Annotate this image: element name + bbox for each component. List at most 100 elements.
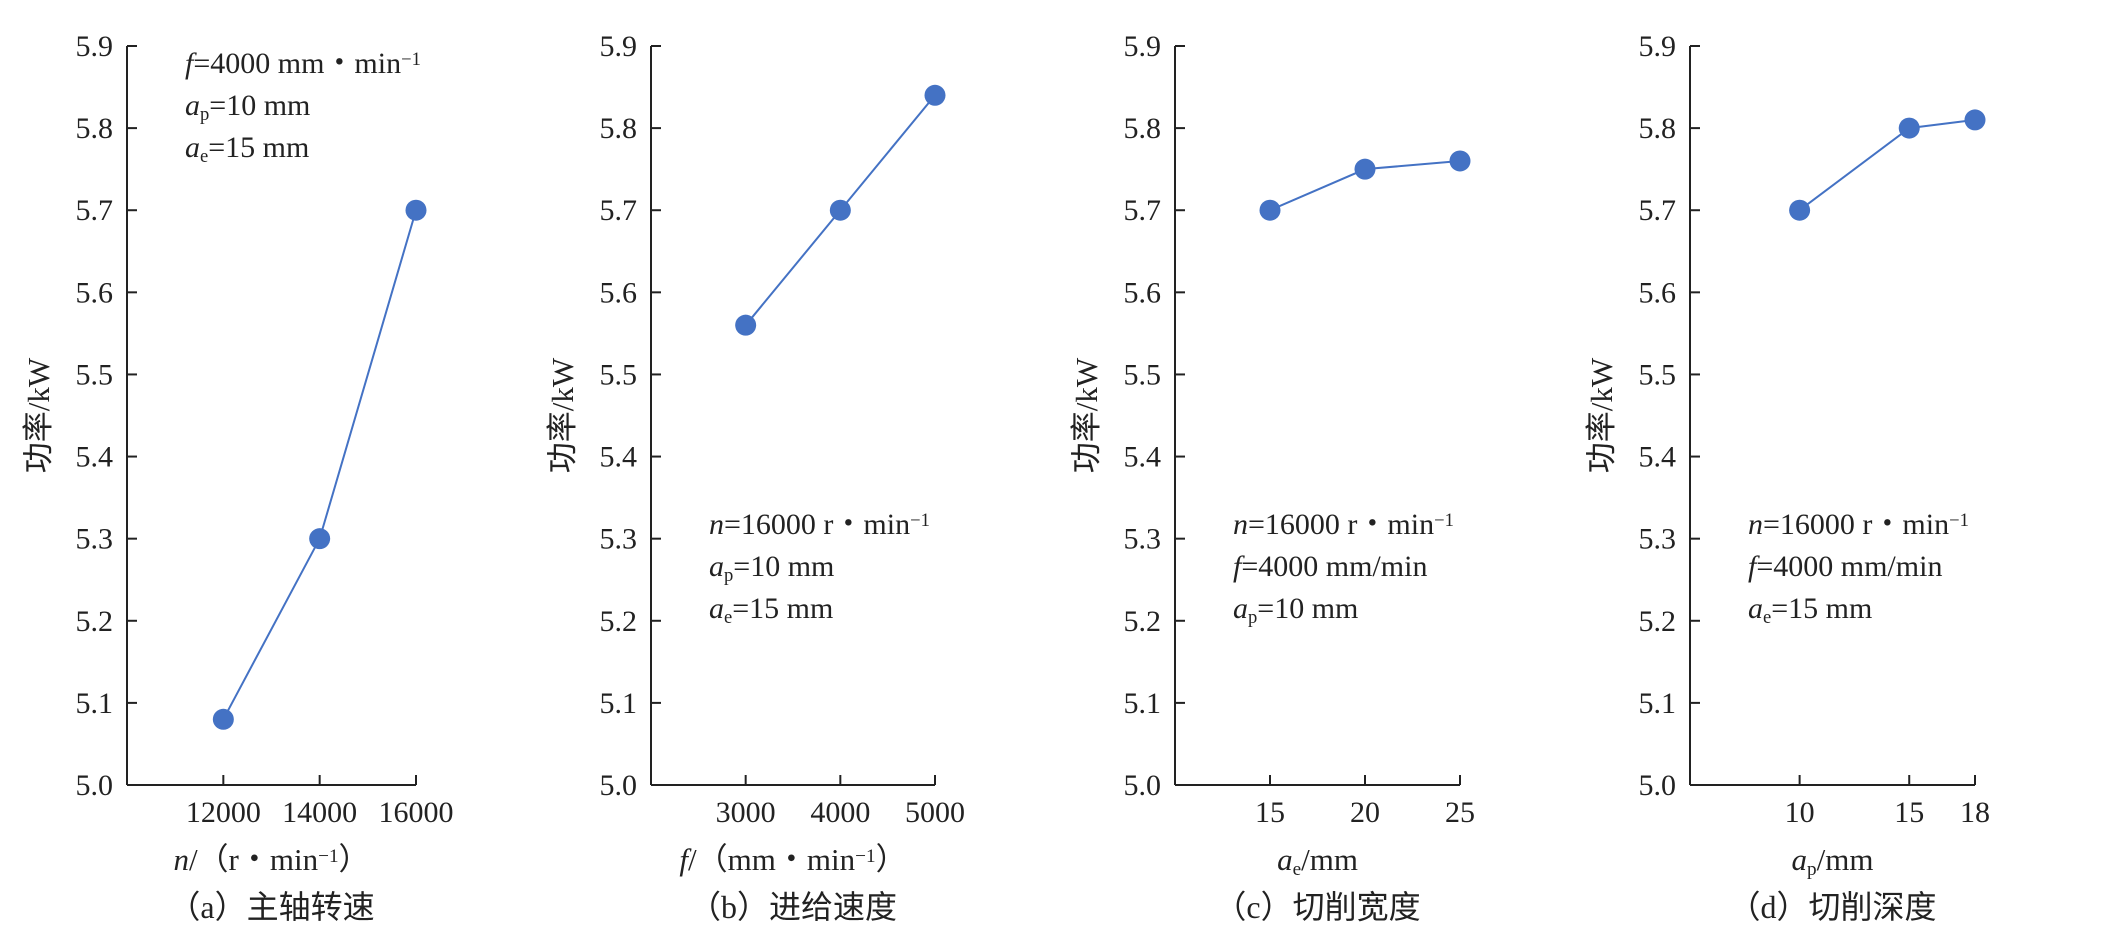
- data-point: [829, 199, 851, 221]
- y-tick-label: 5.4: [600, 441, 638, 474]
- text-run: p: [200, 104, 209, 125]
- chart-panel: 5.0 5.1 5.2 5.3 5.4 5.5 5.6 5.7 5.8 5.9 12000 14000…: [21, 30, 454, 925]
- text-run: ）: [876, 842, 907, 877]
- text-run: −1: [1434, 510, 1454, 531]
- text-run: −1: [855, 846, 875, 867]
- x-axis-title: f/（mm・min−1）: [679, 842, 906, 877]
- y-tick-label: 5.1: [600, 687, 638, 720]
- y-tick-label: 5.2: [1124, 605, 1162, 638]
- series-line: [1799, 118, 1976, 212]
- y-tick-label: 5.6: [600, 276, 638, 309]
- x-tick-label: 16000: [379, 796, 454, 829]
- panel-caption: （d）切削深度: [1728, 889, 1936, 925]
- data-point: [309, 528, 331, 550]
- y-tick-label: 5.9: [76, 30, 114, 63]
- text-run: p: [724, 565, 733, 586]
- parameter-annotation: f=4000 mm・min−1: [185, 47, 421, 80]
- y-tick-label: 5.4: [1639, 441, 1677, 474]
- y-tick-label: 5.1: [1639, 687, 1677, 720]
- text-run: a: [709, 592, 724, 625]
- data-point: [1964, 109, 1986, 131]
- text-run: a: [1277, 842, 1293, 877]
- y-tick-label: 5.8: [600, 112, 638, 145]
- parameter-annotation: ae=15 mm: [185, 131, 309, 167]
- text-run: e: [724, 607, 732, 628]
- text-run: =10 mm: [733, 550, 834, 583]
- y-tick-label: 5.3: [600, 523, 638, 556]
- y-tick-label: 5.6: [1639, 276, 1677, 309]
- chart-panel: 5.0 5.1 5.2 5.3 5.4 5.5 5.6 5.7 5.8 5.9 3000 4000 50…: [545, 30, 965, 925]
- panel-caption: （c）切削宽度: [1214, 889, 1420, 925]
- y-tick-label: 5.7: [76, 194, 114, 227]
- text-run: p: [1807, 859, 1817, 880]
- text-run: a: [185, 89, 200, 122]
- y-tick-label: 5.4: [1124, 441, 1162, 474]
- panel-caption: （a）主轴转速: [168, 889, 374, 925]
- y-tick-label: 5.2: [1639, 605, 1677, 638]
- y-tick-label: 5.5: [76, 358, 114, 391]
- data-point: [1259, 199, 1281, 221]
- x-tick-label: 20: [1350, 796, 1380, 829]
- y-tick-label: 5.4: [76, 441, 114, 474]
- text-run: /mm: [1301, 842, 1358, 877]
- text-run: a: [1792, 842, 1808, 877]
- y-tick-label: 5.9: [1639, 30, 1677, 63]
- text-run: n: [1233, 508, 1248, 541]
- text-run: ）: [339, 842, 370, 877]
- parameter-annotation: n=16000 r・min−1: [1748, 508, 1969, 541]
- y-tick-label: 5.5: [1639, 358, 1677, 391]
- y-tick-label: 5.6: [76, 276, 114, 309]
- data-point: [1898, 117, 1920, 139]
- text-run: e: [1763, 607, 1771, 628]
- parameter-annotation: ap=10 mm: [709, 550, 834, 586]
- text-run: =15 mm: [208, 131, 309, 164]
- data-point: [735, 314, 757, 336]
- text-run: p: [1248, 607, 1257, 628]
- y-tick-label: 5.5: [600, 358, 638, 391]
- x-axis-title: ae/mm: [1277, 842, 1358, 880]
- parameter-annotation: ap=10 mm: [185, 89, 310, 125]
- y-tick-label: 5.3: [1639, 523, 1677, 556]
- text-run: =4000 mm/min: [1756, 550, 1942, 583]
- x-tick-label: 14000: [282, 796, 357, 829]
- text-run: =4000 mm/min: [1241, 550, 1427, 583]
- y-tick-label: 5.6: [1124, 276, 1162, 309]
- text-run: =15 mm: [732, 592, 833, 625]
- y-tick-label: 5.8: [76, 112, 114, 145]
- y-tick-label: 5.3: [1124, 523, 1162, 556]
- y-tick-label: 5.7: [1639, 194, 1677, 227]
- parameter-annotation: f=4000 mm/min: [1748, 550, 1942, 583]
- y-axis-title: 功率/kW: [1584, 357, 1619, 473]
- x-tick-label: 3000: [716, 796, 776, 829]
- panel-caption: （b）进给速度: [689, 889, 897, 925]
- text-run: a: [1233, 592, 1248, 625]
- text-run: =16000 r・min: [1248, 508, 1434, 541]
- y-tick-label: 5.2: [600, 605, 638, 638]
- chart-panel: 5.0 5.1 5.2 5.3 5.4 5.5 5.6 5.7 5.8 5.9 15 20 25 功率/k…: [1069, 30, 1475, 925]
- y-tick-label: 5.2: [76, 605, 114, 638]
- x-axis-title: n/（r・min−1）: [173, 842, 369, 877]
- y-tick-label: 5.3: [76, 523, 114, 556]
- data-point: [212, 708, 234, 730]
- text-run: a: [185, 131, 200, 164]
- text-run: =16000 r・min: [724, 508, 910, 541]
- parameter-annotation: ae=15 mm: [709, 592, 833, 628]
- data-point: [1354, 158, 1376, 180]
- text-run: −1: [401, 49, 421, 70]
- text-run: n: [709, 508, 724, 541]
- x-tick-label: 15: [1255, 796, 1285, 829]
- data-point: [1789, 199, 1811, 221]
- data-point: [405, 199, 427, 221]
- parameter-annotation: ap=10 mm: [1233, 592, 1358, 628]
- text-run: −1: [1949, 510, 1969, 531]
- x-axis-title: ap/mm: [1792, 842, 1874, 880]
- text-run: =10 mm: [209, 89, 310, 122]
- y-tick-label: 5.9: [600, 30, 638, 63]
- y-tick-label: 5.7: [1124, 194, 1162, 227]
- y-tick-label: 5.8: [1124, 112, 1162, 145]
- text-run: =16000 r・min: [1763, 508, 1949, 541]
- parameter-annotation: ae=15 mm: [1748, 592, 1872, 628]
- series-line: [222, 209, 417, 720]
- y-tick-label: 5.5: [1124, 358, 1162, 391]
